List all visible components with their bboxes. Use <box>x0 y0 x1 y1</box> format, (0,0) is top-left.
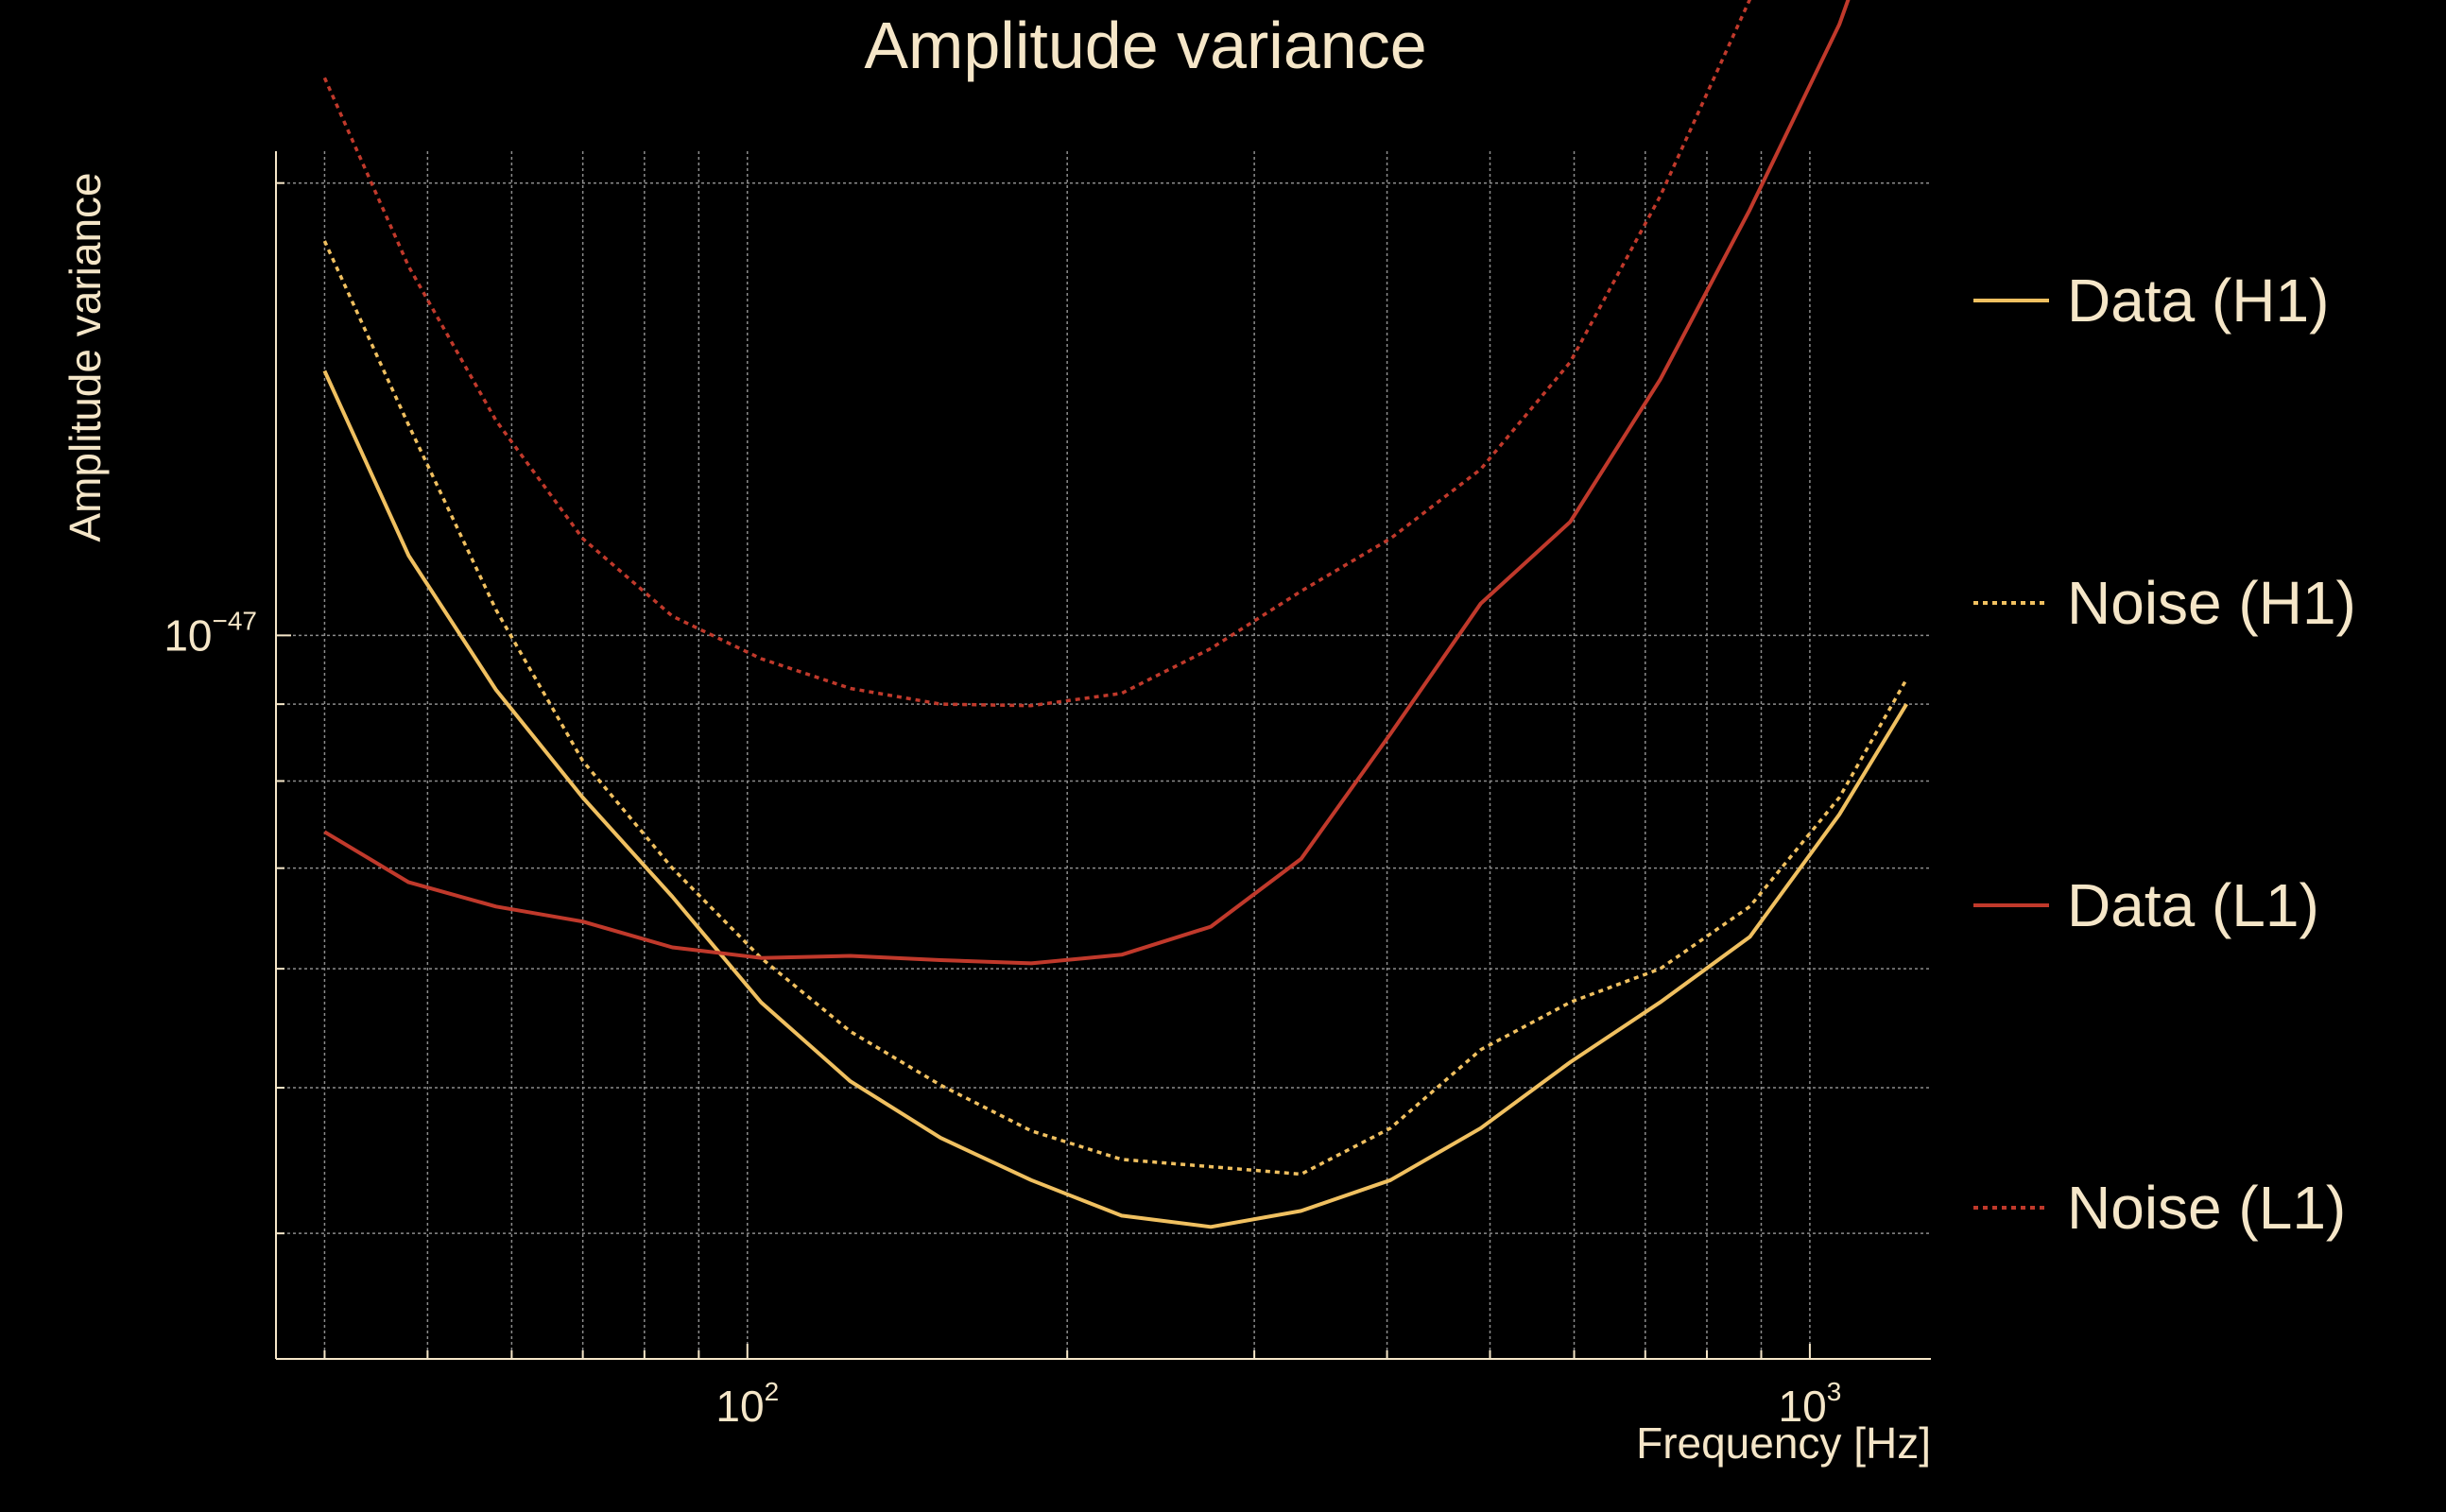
series-line-1 <box>322 369 1908 1229</box>
legend-item: Noise (H1) <box>1973 569 2356 637</box>
y-axis-label: Amplitude variance <box>60 172 110 541</box>
series-lines <box>322 0 1908 1229</box>
x-axis-label: Frequency [Hz] <box>1636 1418 1931 1468</box>
legend-label: Data (H1) <box>2067 266 2329 335</box>
series-line-2 <box>322 240 1908 1177</box>
chart-title: Amplitude variance <box>864 9 1426 82</box>
legend-label: Data (L1) <box>2067 871 2319 939</box>
legend: Data (H1) Noise (H1) Data (L1) Noise (L1) <box>1973 266 2356 1242</box>
legend-item: Data (H1) <box>1973 266 2329 335</box>
legend-item: Data (L1) <box>1973 871 2319 939</box>
series-line-3 <box>323 0 1851 966</box>
legend-label: Noise (H1) <box>2067 569 2356 637</box>
grid-lines <box>276 151 1931 1359</box>
axes <box>275 151 1931 1360</box>
x-tick-label: 103 <box>1779 1377 1842 1431</box>
legend-label: Noise (L1) <box>2067 1174 2346 1242</box>
series-line-4 <box>322 0 1752 708</box>
legend-item: Noise (L1) <box>1973 1174 2346 1242</box>
